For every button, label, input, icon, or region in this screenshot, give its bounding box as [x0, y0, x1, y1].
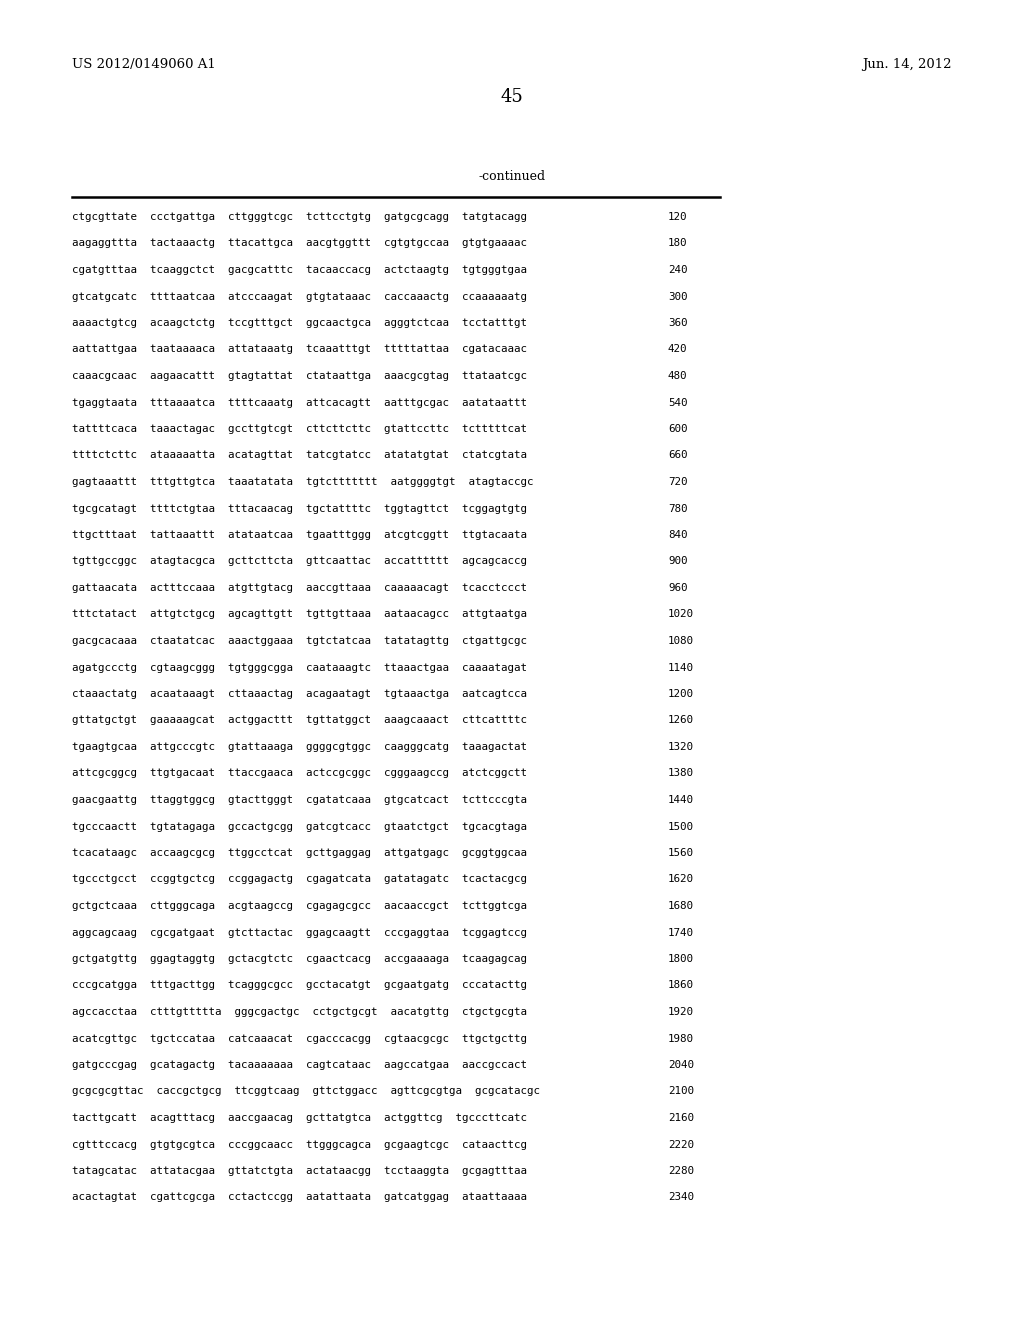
Text: tatagcatac  attatacgaa  gttatctgta  actataacgg  tcctaaggta  gcgagtttaa: tatagcatac attatacgaa gttatctgta actataa… — [72, 1166, 527, 1176]
Text: ttgctttaat  tattaaattt  atataatcaa  tgaatttggg  atcgtcggtt  ttgtacaata: ttgctttaat tattaaattt atataatcaa tgaattt… — [72, 531, 527, 540]
Text: 540: 540 — [668, 397, 687, 408]
Text: Jun. 14, 2012: Jun. 14, 2012 — [862, 58, 952, 71]
Text: 1260: 1260 — [668, 715, 694, 726]
Text: 45: 45 — [501, 88, 523, 106]
Text: 360: 360 — [668, 318, 687, 327]
Text: acatcgttgc  tgctccataa  catcaaacat  cgacccacgg  cgtaacgcgc  ttgctgcttg: acatcgttgc tgctccataa catcaaacat cgaccca… — [72, 1034, 527, 1044]
Text: caaacgcaac  aagaacattt  gtagtattat  ctataattga  aaacgcgtag  ttataatcgc: caaacgcaac aagaacattt gtagtattat ctataat… — [72, 371, 527, 381]
Text: tgaggtaata  tttaaaatca  ttttcaaatg  attcacagtt  aatttgcgac  aatataattt: tgaggtaata tttaaaatca ttttcaaatg attcaca… — [72, 397, 527, 408]
Text: 420: 420 — [668, 345, 687, 355]
Text: 2220: 2220 — [668, 1139, 694, 1150]
Text: tcacataagc  accaagcgcg  ttggcctcat  gcttgaggag  attgatgagc  gcggtggcaa: tcacataagc accaagcgcg ttggcctcat gcttgag… — [72, 847, 527, 858]
Text: tacttgcatt  acagtttacg  aaccgaacag  gcttatgtca  actggttcg  tgcccttcatc: tacttgcatt acagtttacg aaccgaacag gcttatg… — [72, 1113, 527, 1123]
Text: 1500: 1500 — [668, 821, 694, 832]
Text: 1140: 1140 — [668, 663, 694, 672]
Text: 1320: 1320 — [668, 742, 694, 752]
Text: aattattgaa  taataaaaca  attataaatg  tcaaatttgt  tttttattaa  cgatacaaac: aattattgaa taataaaaca attataaatg tcaaatt… — [72, 345, 527, 355]
Text: gtcatgcatc  ttttaatcaa  atcccaagat  gtgtataaac  caccaaactg  ccaaaaaatg: gtcatgcatc ttttaatcaa atcccaagat gtgtata… — [72, 292, 527, 301]
Text: 600: 600 — [668, 424, 687, 434]
Text: aaaactgtcg  acaagctctg  tccgtttgct  ggcaactgca  agggtctcaa  tcctatttgt: aaaactgtcg acaagctctg tccgtttgct ggcaact… — [72, 318, 527, 327]
Text: 840: 840 — [668, 531, 687, 540]
Text: 1080: 1080 — [668, 636, 694, 645]
Text: gacgcacaaa  ctaatatcac  aaactggaaa  tgtctatcaa  tatatagttg  ctgattgcgc: gacgcacaaa ctaatatcac aaactggaaa tgtctat… — [72, 636, 527, 645]
Text: gatgcccgag  gcatagactg  tacaaaaaaa  cagtcataac  aagccatgaa  aaccgccact: gatgcccgag gcatagactg tacaaaaaaa cagtcat… — [72, 1060, 527, 1071]
Text: gttatgctgt  gaaaaagcat  actggacttt  tgttatggct  aaagcaaact  cttcattttc: gttatgctgt gaaaaagcat actggacttt tgttatg… — [72, 715, 527, 726]
Text: 2040: 2040 — [668, 1060, 694, 1071]
Text: cgtttccacg  gtgtgcgtca  cccggcaacc  ttgggcagca  gcgaagtcgc  cataacttcg: cgtttccacg gtgtgcgtca cccggcaacc ttgggca… — [72, 1139, 527, 1150]
Text: gaacgaattg  ttaggtggcg  gtacttgggt  cgatatcaaa  gtgcatcact  tcttcccgta: gaacgaattg ttaggtggcg gtacttgggt cgatatc… — [72, 795, 527, 805]
Text: 720: 720 — [668, 477, 687, 487]
Text: 300: 300 — [668, 292, 687, 301]
Text: 1920: 1920 — [668, 1007, 694, 1016]
Text: gcgcgcgttac  caccgctgcg  ttcggtcaag  gttctggacc  agttcgcgtga  gcgcatacgc: gcgcgcgttac caccgctgcg ttcggtcaag gttctg… — [72, 1086, 540, 1097]
Text: 2100: 2100 — [668, 1086, 694, 1097]
Text: gctgctcaaa  cttgggcaga  acgtaagccg  cgagagcgcc  aacaaccgct  tcttggtcga: gctgctcaaa cttgggcaga acgtaagccg cgagagc… — [72, 902, 527, 911]
Text: gagtaaattt  tttgttgtca  taaatatata  tgtcttttttt  aatggggtgt  atagtaccgc: gagtaaattt tttgttgtca taaatatata tgtcttt… — [72, 477, 534, 487]
Text: 2340: 2340 — [668, 1192, 694, 1203]
Text: agatgccctg  cgtaagcggg  tgtgggcgga  caataaagtc  ttaaactgaa  caaaatagat: agatgccctg cgtaagcggg tgtgggcgga caataaa… — [72, 663, 527, 672]
Text: 480: 480 — [668, 371, 687, 381]
Text: -continued: -continued — [478, 170, 546, 183]
Text: gctgatgttg  ggagtaggtg  gctacgtctc  cgaactcacg  accgaaaaga  tcaagagcag: gctgatgttg ggagtaggtg gctacgtctc cgaactc… — [72, 954, 527, 964]
Text: tttctatact  attgtctgcg  agcagttgtt  tgttgttaaa  aataacagcc  attgtaatga: tttctatact attgtctgcg agcagttgtt tgttgtt… — [72, 610, 527, 619]
Text: 1620: 1620 — [668, 874, 694, 884]
Text: 2160: 2160 — [668, 1113, 694, 1123]
Text: 1860: 1860 — [668, 981, 694, 990]
Text: 1800: 1800 — [668, 954, 694, 964]
Text: tattttcaca  taaactagac  gccttgtcgt  cttcttcttc  gtattccttc  tctttttcat: tattttcaca taaactagac gccttgtcgt cttcttc… — [72, 424, 527, 434]
Text: 1380: 1380 — [668, 768, 694, 779]
Text: 960: 960 — [668, 583, 687, 593]
Text: 660: 660 — [668, 450, 687, 461]
Text: acactagtat  cgattcgcga  cctactccgg  aatattaata  gatcatggag  ataattaaaa: acactagtat cgattcgcga cctactccgg aatatta… — [72, 1192, 527, 1203]
Text: attcgcggcg  ttgtgacaat  ttaccgaaca  actccgcggc  cgggaagccg  atctcggctt: attcgcggcg ttgtgacaat ttaccgaaca actccgc… — [72, 768, 527, 779]
Text: 1200: 1200 — [668, 689, 694, 700]
Text: US 2012/0149060 A1: US 2012/0149060 A1 — [72, 58, 216, 71]
Text: tgaagtgcaa  attgcccgtc  gtattaaaga  ggggcgtggc  caagggcatg  taaagactat: tgaagtgcaa attgcccgtc gtattaaaga ggggcgt… — [72, 742, 527, 752]
Text: tgccctgcct  ccggtgctcg  ccggagactg  cgagatcata  gatatagatc  tcactacgcg: tgccctgcct ccggtgctcg ccggagactg cgagatc… — [72, 874, 527, 884]
Text: 780: 780 — [668, 503, 687, 513]
Text: cgatgtttaa  tcaaggctct  gacgcatttc  tacaaccacg  actctaagtg  tgtgggtgaa: cgatgtttaa tcaaggctct gacgcatttc tacaacc… — [72, 265, 527, 275]
Text: tgcccaactt  tgtatagaga  gccactgcgg  gatcgtcacc  gtaatctgct  tgcacgtaga: tgcccaactt tgtatagaga gccactgcgg gatcgtc… — [72, 821, 527, 832]
Text: ttttctcttc  ataaaaatta  acatagttat  tatcgtatcc  atatatgtat  ctatcgtata: ttttctcttc ataaaaatta acatagttat tatcgta… — [72, 450, 527, 461]
Text: 1980: 1980 — [668, 1034, 694, 1044]
Text: 2280: 2280 — [668, 1166, 694, 1176]
Text: tgcgcatagt  ttttctgtaa  tttacaacag  tgctattttc  tggtagttct  tcggagtgtg: tgcgcatagt ttttctgtaa tttacaacag tgctatt… — [72, 503, 527, 513]
Text: ctaaactatg  acaataaagt  cttaaactag  acagaatagt  tgtaaactga  aatcagtcca: ctaaactatg acaataaagt cttaaactag acagaat… — [72, 689, 527, 700]
Text: 240: 240 — [668, 265, 687, 275]
Text: aagaggttta  tactaaactg  ttacattgca  aacgtggttt  cgtgtgccaa  gtgtgaaaac: aagaggttta tactaaactg ttacattgca aacgtgg… — [72, 239, 527, 248]
Text: tgttgccggc  atagtacgca  gcttcttcta  gttcaattac  accatttttt  agcagcaccg: tgttgccggc atagtacgca gcttcttcta gttcaat… — [72, 557, 527, 566]
Text: 1740: 1740 — [668, 928, 694, 937]
Text: 1020: 1020 — [668, 610, 694, 619]
Text: 1680: 1680 — [668, 902, 694, 911]
Text: cccgcatgga  tttgacttgg  tcagggcgcc  gcctacatgt  gcgaatgatg  cccatacttg: cccgcatgga tttgacttgg tcagggcgcc gcctaca… — [72, 981, 527, 990]
Text: 180: 180 — [668, 239, 687, 248]
Text: 120: 120 — [668, 213, 687, 222]
Text: gattaacata  actttccaaa  atgttgtacg  aaccgttaaa  caaaaacagt  tcacctccct: gattaacata actttccaaa atgttgtacg aaccgtt… — [72, 583, 527, 593]
Text: ctgcgttate  ccctgattga  cttgggtcgc  tcttcctgtg  gatgcgcagg  tatgtacagg: ctgcgttate ccctgattga cttgggtcgc tcttcct… — [72, 213, 527, 222]
Text: 1560: 1560 — [668, 847, 694, 858]
Text: 900: 900 — [668, 557, 687, 566]
Text: agccacctaa  ctttgttttta  gggcgactgc  cctgctgcgt  aacatgttg  ctgctgcgta: agccacctaa ctttgttttta gggcgactgc cctgct… — [72, 1007, 527, 1016]
Text: aggcagcaag  cgcgatgaat  gtcttactac  ggagcaagtt  cccgaggtaa  tcggagtccg: aggcagcaag cgcgatgaat gtcttactac ggagcaa… — [72, 928, 527, 937]
Text: 1440: 1440 — [668, 795, 694, 805]
